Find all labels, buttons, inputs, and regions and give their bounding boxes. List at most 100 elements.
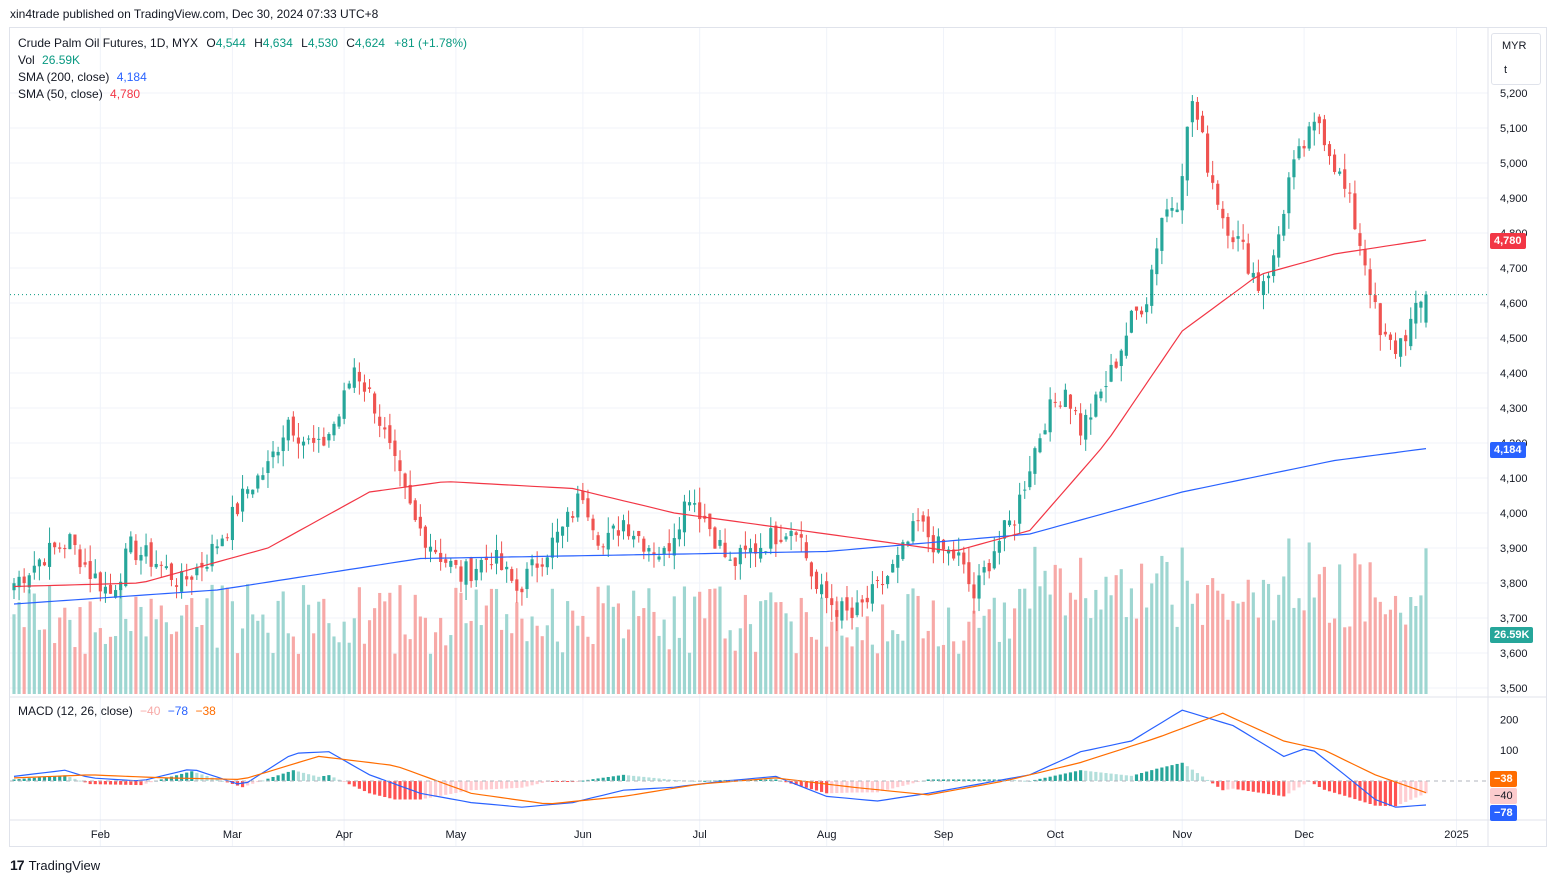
- price-tick-label: 5,200: [1500, 88, 1528, 100]
- candle-up: [114, 590, 118, 598]
- macd-hist-bar: [809, 781, 813, 790]
- candle-up: [47, 542, 52, 567]
- candle-up: [1038, 438, 1042, 453]
- candle-down: [1058, 405, 1062, 407]
- tradingview-logo[interactable]: 17 TradingView: [10, 857, 100, 873]
- volume-bar: [870, 644, 874, 694]
- volume-bar: [1414, 605, 1418, 694]
- macd-hist-bar: [1368, 781, 1372, 804]
- volume-bar: [119, 587, 123, 694]
- volume-bar: [1058, 568, 1062, 694]
- month-tick-label: Dec: [1294, 829, 1314, 841]
- candle-down: [149, 542, 153, 567]
- macd-hist-bar: [1287, 781, 1291, 794]
- candle-down: [753, 543, 758, 554]
- macd-hist-bar: [1256, 781, 1260, 793]
- macd-hist-bar: [246, 781, 250, 786]
- volume-bar: [967, 621, 971, 694]
- candle-up: [195, 567, 199, 576]
- macd-hist-bar: [550, 781, 554, 782]
- macd-hist-bar: [195, 772, 199, 781]
- candle-down: [134, 540, 138, 561]
- macd-hist-bar: [418, 781, 422, 800]
- candle-up: [256, 475, 260, 489]
- candle-up: [37, 559, 41, 567]
- volume-bar: [1038, 586, 1042, 694]
- candle-up: [1292, 159, 1296, 178]
- volume-bar: [550, 588, 554, 694]
- macd-hist-bar: [814, 781, 819, 791]
- candle-up: [266, 461, 270, 473]
- candle-down: [235, 503, 240, 515]
- macd-hist-bar: [1231, 781, 1235, 789]
- symbol-name[interactable]: Crude Palm Oil Futures, 1D, MYX: [18, 36, 199, 50]
- volume-bar: [373, 608, 377, 694]
- macd-hist-bar: [291, 770, 295, 781]
- macd-hist-bar: [1160, 767, 1164, 781]
- volume-bar: [469, 620, 473, 694]
- volume-bar: [1165, 561, 1169, 694]
- macd-hist-bar: [886, 781, 890, 790]
- macd-hist-bar: [967, 779, 971, 781]
- macd-hist-bar: [936, 779, 940, 781]
- sma200-legend[interactable]: SMA (200, close) 4,184: [18, 69, 147, 86]
- candle-up: [936, 536, 940, 553]
- candle-up: [352, 367, 356, 388]
- volume-bar: [840, 635, 844, 694]
- currency-unit-selector[interactable]: MYR t: [1491, 33, 1541, 85]
- volume-bar: [459, 592, 463, 694]
- macd-hist-bar: [774, 779, 778, 781]
- volume-bar: [17, 601, 21, 694]
- volume-bar: [1353, 553, 1357, 694]
- volume-bar: [1404, 624, 1408, 694]
- macd-hist-bar: [1165, 766, 1169, 781]
- volume-bar: [454, 587, 458, 694]
- macd-hist-bar: [1124, 775, 1128, 781]
- candle-down: [1327, 144, 1332, 157]
- volume-bar: [1023, 588, 1027, 694]
- macd-hist-bar: [632, 775, 636, 781]
- candle-up: [550, 537, 554, 558]
- candle-up: [180, 571, 184, 592]
- macd-hist-bar: [530, 781, 534, 786]
- macd-hist-bar: [581, 780, 585, 782]
- volume-bar: [1292, 607, 1296, 694]
- candle-down: [804, 542, 808, 559]
- price-tick-label: 3,500: [1500, 683, 1528, 695]
- macd-hist-bar: [1338, 781, 1342, 795]
- price-tick-label: 3,900: [1500, 543, 1528, 555]
- candle-up: [687, 502, 692, 506]
- price-tick-label: 4,900: [1500, 193, 1528, 205]
- candle-down: [200, 562, 204, 568]
- volume-bar: [515, 602, 519, 694]
- volume-legend[interactable]: Vol 26.59K: [18, 52, 80, 69]
- candle-down: [1333, 154, 1337, 172]
- volume-bar: [901, 640, 905, 694]
- volume-bar: [433, 632, 438, 694]
- candle-down: [1079, 413, 1083, 436]
- candle-down: [952, 549, 956, 559]
- macd-legend[interactable]: MACD (12, 26, close) −40 −78 −38: [18, 703, 216, 720]
- macd-hist-bar: [47, 776, 52, 781]
- candle-down: [1231, 237, 1235, 243]
- candle-down: [378, 416, 382, 426]
- sma50-legend[interactable]: SMA (50, close) 4,780: [18, 86, 140, 103]
- candle-down: [174, 585, 179, 587]
- macd-hist-bar: [1388, 781, 1393, 807]
- macd-hist-bar: [484, 781, 488, 790]
- candle-down: [835, 610, 839, 617]
- candle-down: [591, 518, 595, 531]
- volume-bar: [1282, 576, 1286, 694]
- macd-hist-bar: [1185, 766, 1189, 781]
- candle-up: [677, 529, 681, 540]
- volume-bar: [510, 633, 514, 694]
- candle-up: [728, 559, 732, 561]
- volume-bar: [1211, 578, 1215, 694]
- macd-hist-bar: [1145, 771, 1149, 781]
- volume-bar: [1134, 618, 1139, 694]
- candle-down: [413, 500, 417, 521]
- volume-bar: [1424, 548, 1428, 694]
- volume-bar: [1190, 603, 1194, 694]
- candle-up: [1094, 394, 1098, 417]
